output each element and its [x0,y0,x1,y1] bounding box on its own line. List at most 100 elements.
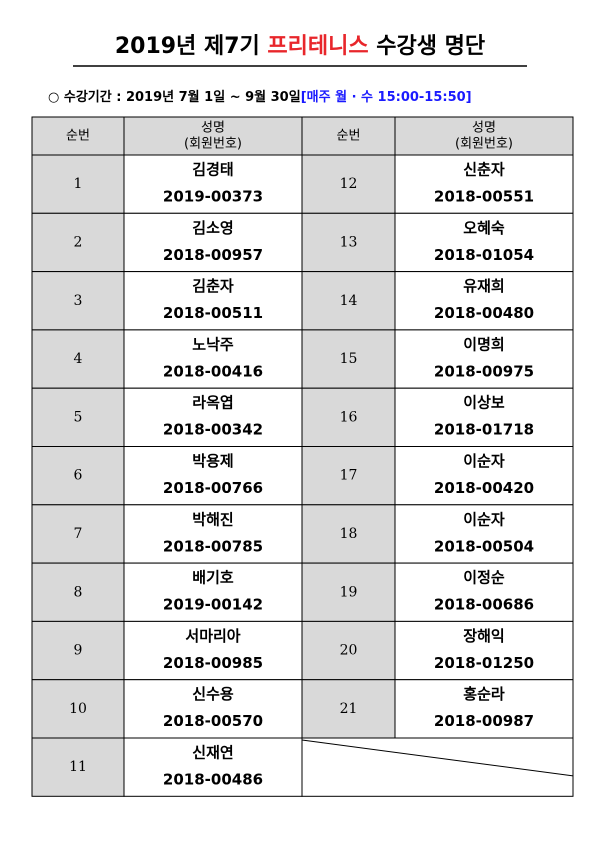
header-name: 성명 [201,121,225,136]
row-no: 13 [340,234,358,250]
row-no: 3 [74,293,83,309]
member-id: 2019-00142 [163,596,263,614]
row-no: 17 [340,468,358,484]
member-id: 2018-00486 [163,771,263,789]
member-name: 신수용 [192,685,234,703]
member-id: 2018-00420 [434,479,534,497]
member-name: 유재희 [463,277,504,295]
name-cell [123,154,303,214]
name-cell [394,154,574,214]
no-cell [31,446,125,506]
row-no: 14 [340,293,358,309]
no-cell [31,504,125,564]
member-id: 2018-00957 [163,246,263,264]
period: ○ 수강기간 : 2019년 7월 1일 ~ 9월 30일[매주 월 · 수 1… [48,89,472,105]
title: 2019년 제7기 프리테니스 수강생 명단 [115,34,485,59]
row-no: 2 [74,234,83,250]
member-name: 이정순 [463,569,505,587]
name-cell [123,212,303,273]
row-no: 8 [74,584,83,600]
name-cell [394,387,574,448]
header-id: (회원번호) [455,137,513,152]
name-cell [394,504,574,564]
member-id: 2018-00570 [163,712,263,730]
name-cell [394,446,574,506]
header-cell [394,116,574,156]
member-name: 김춘자 [192,277,234,295]
member-name: 신춘자 [463,161,505,179]
member-name: 노낙주 [192,335,234,353]
row-no: 6 [74,468,83,484]
table: 순번성명(회원번호)순번성명(회원번호)1김경태2019-0037312신춘자2… [31,116,574,797]
name-cell [394,562,574,622]
name-cell [123,271,303,331]
title-part: 2019년 제7기 [115,34,260,59]
member-id: 2018-00975 [434,362,534,380]
no-cell [31,620,125,681]
member-name: 박해진 [192,510,233,528]
row-no: 10 [69,701,87,717]
no-cell [301,446,396,506]
no-cell [31,271,125,331]
header-name: 성명 [472,121,496,136]
name-cell [394,679,574,739]
row-no: 20 [340,643,358,659]
name-cell [394,212,574,273]
name-cell [123,329,303,389]
no-cell [31,212,125,273]
row-no: 4 [74,351,83,367]
member-name: 이상보 [463,394,505,412]
header-no: 순번 [337,129,361,144]
member-id: 2018-00785 [163,537,263,555]
row-no: 12 [340,176,358,192]
row-no: 9 [74,643,83,659]
header-no: 순번 [66,129,90,144]
no-cell [301,271,396,331]
diagonal [301,739,574,777]
row-no: 15 [340,351,358,367]
member-name: 신재연 [192,744,233,762]
name-cell [123,446,303,506]
member-id: 2018-00987 [434,712,534,730]
no-cell [301,504,396,564]
member-id: 2018-00686 [434,596,534,614]
name-cell [123,562,303,622]
member-id: 2018-01054 [434,246,534,264]
header-id: (회원번호) [184,137,242,152]
header-cell [123,116,303,156]
name-cell [123,620,303,681]
member-name: 김경태 [192,161,233,179]
member-id: 2018-00480 [434,304,534,322]
row-no: 11 [69,759,87,775]
row-no: 18 [340,526,358,542]
row-no: 19 [340,584,358,600]
member-name: 홍순라 [463,685,505,703]
title-highlight: 프리테니스 [267,34,368,59]
row-no: 21 [340,701,358,717]
member-name: 서마리아 [185,627,240,645]
member-id: 2018-00342 [163,421,263,439]
no-cell [301,329,396,389]
name-cell [123,387,303,448]
member-name: 이순자 [463,452,505,470]
member-name: 박용제 [192,452,233,470]
member-id: 2018-01250 [434,654,534,672]
member-name: 장해익 [463,627,504,645]
no-cell [301,562,396,622]
member-name: 김소영 [192,219,233,237]
member-id: 2018-00504 [434,537,534,555]
row-no: 7 [74,526,83,542]
no-cell [301,387,396,448]
empty-cell [301,737,574,797]
member-id: 2018-00416 [163,362,263,380]
row-no: 1 [74,176,83,192]
member-id: 2018-00551 [434,188,534,206]
member-name: 이명희 [463,335,504,353]
row-no: 16 [340,409,358,425]
row-no: 5 [74,409,83,425]
period-note: [매주 월 · 수 15:00-15:50] [301,89,472,105]
member-id: 2018-00985 [163,654,263,672]
member-name: 배기호 [192,569,234,587]
no-cell [301,212,396,273]
